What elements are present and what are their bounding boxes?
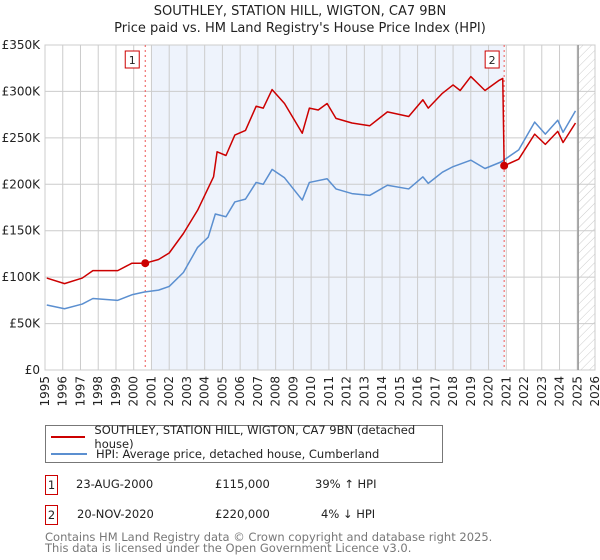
x-tick-label: 2000 <box>127 376 141 407</box>
plot-border <box>44 44 596 371</box>
sale-marker-badge: 2 <box>45 505 58 525</box>
x-tick-label: 2015 <box>393 376 407 407</box>
legend: SOUTHLEY, STATION HILL, WIGTON, CA7 9BN … <box>45 423 443 463</box>
x-tick-label: 2007 <box>251 376 265 407</box>
chart-subtitle: Price paid vs. HM Land Registry's House … <box>114 21 486 36</box>
sale-hpi-diff: 39% ↑ HPI <box>315 477 377 491</box>
legend-item-hpi: HPI: Average price, detached house, Cumb… <box>51 445 379 462</box>
footer-copyright: Contains HM Land Registry data © Crown c… <box>45 530 493 544</box>
x-tick-label: 1999 <box>109 376 123 407</box>
forecast-hatch <box>578 45 595 370</box>
x-tick-label: 2017 <box>428 376 442 407</box>
x-tick-label: 2005 <box>215 376 229 407</box>
footer-licence: This data is licensed under the Open Gov… <box>45 541 412 555</box>
y-tick-label: £150K <box>2 224 42 238</box>
x-tick-label: 2026 <box>588 376 600 407</box>
x-tick-label: 2008 <box>269 376 283 407</box>
sale-date: 23-AUG-2000 <box>76 477 154 491</box>
plot-area: 1995 1996 1997 1998 1999 2000 2001 2002 2003 2004… <box>2 38 600 407</box>
y-tick-label: £200K <box>2 177 42 191</box>
sale-label: 2 <box>489 54 496 67</box>
x-tick-label: 2002 <box>162 376 176 407</box>
sale-label-box <box>484 50 500 69</box>
sale-date: 20-NOV-2020 <box>77 507 154 521</box>
y-tick-label: £50K <box>9 317 41 331</box>
x-tick-label: 2012 <box>340 376 354 407</box>
sale-marker-badge: 1 <box>45 475 58 495</box>
x-tick-label: 1995 <box>38 376 52 407</box>
x-tick-label: 2004 <box>198 376 212 407</box>
y-tick-label: £300K <box>2 84 42 98</box>
x-tick-label: 2022 <box>517 376 531 407</box>
x-tick-label: 1996 <box>56 376 70 407</box>
sale-point <box>141 259 150 268</box>
x-tick-label: 2019 <box>464 376 478 407</box>
y-tick-label: £250K <box>2 131 42 145</box>
x-tick-label: 2013 <box>357 376 371 407</box>
sale-point <box>500 161 509 170</box>
x-tick-label: 2024 <box>553 376 567 407</box>
y-tick-label: £0 <box>25 363 40 377</box>
x-tick-label: 2010 <box>304 376 318 407</box>
sale-price: £115,000 <box>215 477 270 491</box>
x-tick-label: 2020 <box>482 376 496 407</box>
legend-label: HPI: Average price, detached house, Cumb… <box>96 446 380 461</box>
x-tick-label: 2018 <box>446 376 460 407</box>
x-tick-label: 1998 <box>91 376 105 407</box>
x-tick-label: 2016 <box>411 376 425 407</box>
x-tick-label: 2021 <box>499 376 513 407</box>
y-tick-label: £100K <box>2 270 42 284</box>
x-tick-label: 2006 <box>233 376 247 407</box>
sale-label-box <box>124 50 140 69</box>
shaded-period <box>151 45 505 370</box>
x-tick-label: 2014 <box>375 376 389 407</box>
price-paid-line <box>46 75 577 285</box>
legend-label: SOUTHLEY, STATION HILL, WIGTON, CA7 9BN … <box>94 422 416 451</box>
sale-price: £220,000 <box>215 507 270 521</box>
x-tick-label: 2011 <box>322 376 336 407</box>
x-tick-label: 2025 <box>570 376 584 407</box>
legend-swatch-red <box>51 435 86 438</box>
x-tick-label: 2001 <box>144 376 158 407</box>
x-tick-label: 2023 <box>535 376 549 407</box>
x-tick-label: 1997 <box>73 376 87 407</box>
sale-hpi-diff: 4% ↓ HPI <box>321 507 376 521</box>
x-tick-label: 2009 <box>286 376 300 407</box>
hpi-line <box>46 110 577 310</box>
legend-swatch-blue <box>51 452 87 455</box>
y-tick-label: £350K <box>2 38 42 52</box>
x-tick-label: 2003 <box>180 376 194 407</box>
sale-label: 1 <box>129 54 136 67</box>
chart-title: SOUTHLEY, STATION HILL, WIGTON, CA7 9BN <box>153 4 447 19</box>
legend-item-property: SOUTHLEY, STATION HILL, WIGTON, CA7 9BN … <box>51 423 442 451</box>
